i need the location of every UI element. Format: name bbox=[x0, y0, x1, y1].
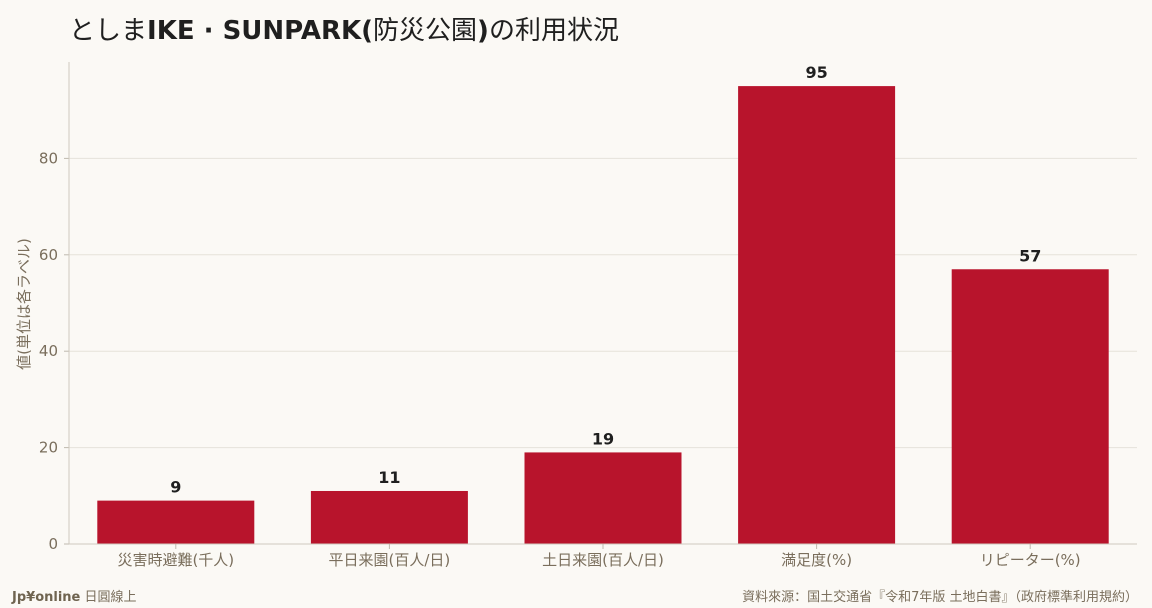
y-tick-label: 20 bbox=[39, 439, 58, 457]
title-bold-part1: IKE · SUNPARK( bbox=[147, 16, 374, 46]
bar bbox=[738, 86, 896, 544]
footer-brand: Jp¥online 日圓線上 bbox=[12, 586, 137, 605]
bar bbox=[310, 490, 468, 544]
bar bbox=[97, 500, 255, 544]
y-tick-label: 40 bbox=[39, 342, 58, 360]
bar bbox=[951, 269, 1109, 544]
y-tick-label: 80 bbox=[39, 149, 58, 167]
bar bbox=[524, 452, 682, 544]
x-tick-label: 災害時避難(千人) bbox=[117, 551, 234, 569]
x-tick-label: 土日来園(百人/日) bbox=[542, 551, 664, 569]
bars: 9 11 19 95 57 bbox=[97, 63, 1109, 544]
data-label: 57 bbox=[1019, 246, 1041, 265]
brand-subtitle: 日圓線上 bbox=[80, 590, 137, 605]
x-tick-label: 平日来園(百人/日) bbox=[329, 551, 451, 569]
title-bold-part2: ) bbox=[477, 16, 489, 46]
axes: 0 20 40 60 80 災害時避難(千人) 平日来園(百人/日) 土日来園(百人/日) 満足… bbox=[39, 62, 1137, 569]
title-suffix: の利用状況 bbox=[488, 16, 619, 46]
data-label: 11 bbox=[378, 468, 400, 487]
y-tick-label: 0 bbox=[48, 535, 58, 553]
data-label: 19 bbox=[592, 429, 614, 448]
y-axis-label: 値(単位は各ラベル) bbox=[15, 238, 33, 370]
footer-source: 資料來源：国土交通省『令和7年版 土地白書』（政府標準利用規約） bbox=[742, 590, 1138, 605]
chart-title: としまIKE · SUNPARK(防災公園)の利用状況 bbox=[69, 10, 619, 47]
y-tick-label: 60 bbox=[39, 246, 58, 264]
brand-name: Jp¥online bbox=[12, 590, 81, 605]
title-prefix: としま bbox=[69, 16, 148, 46]
data-label: 95 bbox=[805, 63, 827, 82]
data-label: 9 bbox=[170, 478, 181, 497]
x-tick-label: 満足度(%) bbox=[781, 551, 852, 569]
x-tick-label: リピーター(%) bbox=[980, 551, 1081, 569]
title-middle: 防災公園 bbox=[373, 16, 478, 46]
